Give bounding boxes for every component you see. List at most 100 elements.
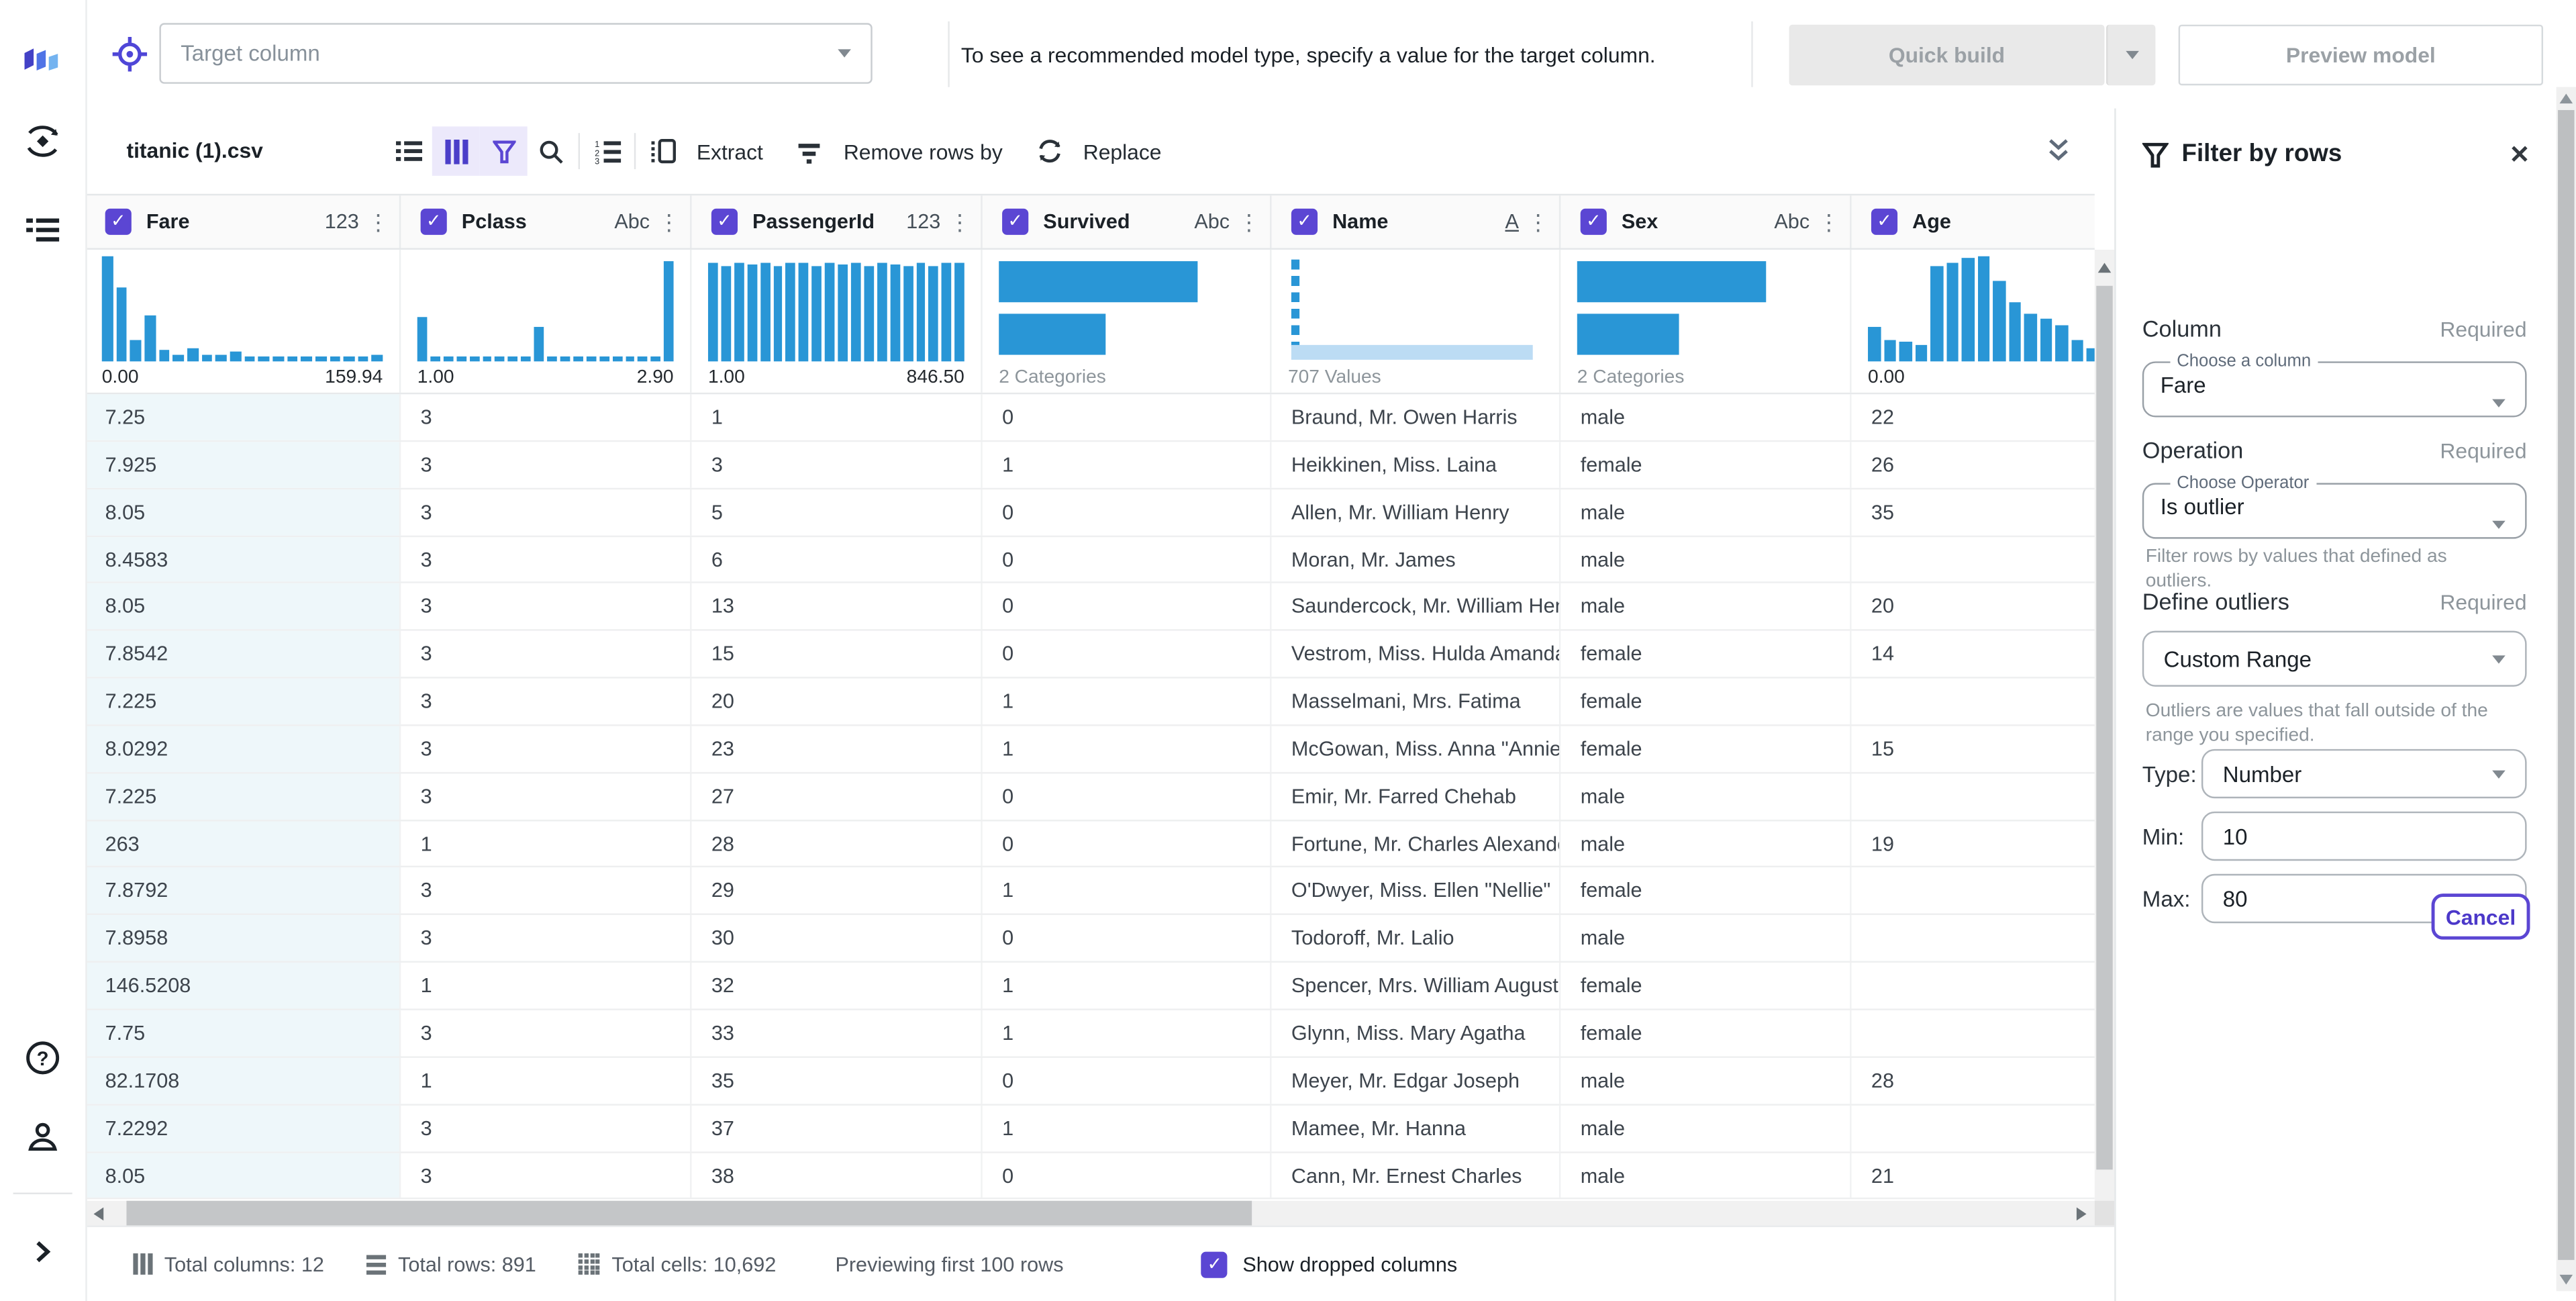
total-columns-stat: Total columns: 12 xyxy=(133,1253,324,1275)
histogram-bar xyxy=(864,266,874,362)
table-header-cell-fare[interactable]: ✓ Fare 123 ⋮ xyxy=(85,195,401,248)
column-menu-icon[interactable]: ⋮ xyxy=(948,209,971,234)
scroll-left-icon[interactable] xyxy=(93,1206,104,1220)
min-input[interactable] xyxy=(2201,811,2527,861)
table-header-cell-pclass[interactable]: ✓ Pclass Abc ⋮ xyxy=(401,195,692,248)
remove-rows-icon[interactable] xyxy=(786,126,834,175)
histogram-bar xyxy=(1868,326,1881,362)
column-menu-icon[interactable]: ⋮ xyxy=(1238,209,1260,234)
histogram-bar xyxy=(469,356,479,362)
replace-icon[interactable] xyxy=(1026,126,1073,175)
remove-rows-label[interactable]: Remove rows by xyxy=(843,138,1003,164)
filter-icon[interactable] xyxy=(479,126,528,176)
sort-icon[interactable]: 1 2 3 xyxy=(583,126,631,175)
datasets-icon[interactable] xyxy=(23,210,62,250)
histogram-bar xyxy=(144,315,156,362)
table-cell: male xyxy=(1561,1104,1852,1151)
table-row: 7.225 3 27 0 Emir, Mr. Farred Chehab male xyxy=(85,773,2095,821)
chevron-down-icon xyxy=(2492,769,2506,778)
rows-icon xyxy=(366,1254,387,1274)
table-cell: Heikkinen, Miss. Laina xyxy=(1272,441,1561,487)
column-select[interactable]: Choose a column Fare xyxy=(2142,351,2527,418)
user-profile-icon[interactable] xyxy=(23,1117,62,1157)
page-scrollbar-thumb[interactable] xyxy=(2558,109,2575,1260)
list-view-icon[interactable] xyxy=(385,126,432,175)
table-cell: 0 xyxy=(983,394,1272,440)
table-cell: Glynn, Miss. Mary Agatha xyxy=(1272,1010,1561,1056)
table-row: 7.2292 3 37 1 Mamee, Mr. Hanna male xyxy=(85,1104,2095,1153)
table-cell: 7.225 xyxy=(85,773,401,820)
table-cell xyxy=(1852,1105,2095,1151)
table-header-cell-name[interactable]: ✓ Name A ⋮ xyxy=(1272,195,1561,248)
extract-label[interactable]: Extract xyxy=(696,138,763,164)
table-header-cell-age[interactable]: ✓Age123⋮ xyxy=(1852,195,2095,248)
table-cell: female xyxy=(1561,441,1852,487)
top-header: Target column To see a recommended model… xyxy=(85,0,2576,110)
table-cell: Cann, Mr. Ernest Charles xyxy=(1272,1152,1561,1198)
outlier-method-select[interactable]: Custom Range xyxy=(2142,630,2527,687)
cancel-button[interactable]: Cancel xyxy=(2431,894,2530,940)
table-cell: 3 xyxy=(691,441,983,487)
horizontal-scrollbar-thumb[interactable] xyxy=(126,1200,1252,1226)
show-dropped-columns-toggle[interactable]: ✓ Show dropped columns xyxy=(1201,1251,1457,1278)
column-menu-icon[interactable]: ⋮ xyxy=(1818,209,1840,234)
target-column-select[interactable]: Target column xyxy=(159,23,873,84)
column-section-label: Column xyxy=(2142,315,2222,342)
histogram-bar xyxy=(942,262,952,362)
column-checkbox[interactable]: ✓ xyxy=(105,208,132,235)
histogram-bar xyxy=(417,317,428,362)
vertical-scrollbar-thumb[interactable] xyxy=(2096,285,2113,1170)
histogram-bar xyxy=(1915,344,1928,362)
column-menu-icon[interactable]: ⋮ xyxy=(367,209,390,234)
histogram-bar xyxy=(273,356,284,362)
close-icon[interactable]: ✕ xyxy=(2509,141,2530,170)
replace-label[interactable]: Replace xyxy=(1083,138,1162,164)
type-select[interactable]: Number xyxy=(2201,749,2527,799)
histogram-bar xyxy=(2055,325,2069,362)
histogram-bar xyxy=(343,356,355,362)
search-icon[interactable] xyxy=(528,126,575,175)
table-header-cell-sex[interactable]: ✓ Sex Abc ⋮ xyxy=(1561,195,1852,248)
histogram-bar xyxy=(889,264,900,362)
column-view-icon[interactable] xyxy=(432,126,480,176)
operator-select[interactable]: Choose Operator Is outlier xyxy=(2142,473,2527,539)
table-header-cell-survived[interactable]: ✓ Survived Abc ⋮ xyxy=(983,195,1272,248)
scroll-up-icon[interactable] xyxy=(2097,262,2112,273)
scroll-right-icon[interactable] xyxy=(2076,1206,2087,1220)
column-menu-icon[interactable]: ⋮ xyxy=(1527,209,1550,234)
scroll-up-icon[interactable] xyxy=(2559,93,2573,104)
table-cell: female xyxy=(1561,1010,1852,1056)
collapse-panel-icon[interactable] xyxy=(2040,132,2077,168)
preview-model-button[interactable]: Preview model xyxy=(2178,24,2544,86)
chevron-down-icon xyxy=(2492,520,2506,529)
extract-icon[interactable] xyxy=(639,126,687,175)
expand-sidebar-icon[interactable] xyxy=(23,1232,62,1271)
table-header-cell-passengerid[interactable]: ✓ PassengerId 123 ⋮ xyxy=(691,195,983,248)
column-menu-icon[interactable]: ⋮ xyxy=(658,209,681,234)
table-cell: 6 xyxy=(691,536,983,583)
column-checkbox[interactable]: ✓ xyxy=(711,208,738,235)
histogram-bar xyxy=(172,354,184,362)
column-checkbox[interactable]: ✓ xyxy=(1291,208,1318,235)
scroll-down-icon[interactable] xyxy=(2559,1274,2573,1285)
column-checkbox[interactable]: ✓ xyxy=(1871,208,1898,235)
histogram-bar xyxy=(838,264,848,362)
quick-build-button[interactable]: Quick build xyxy=(1789,24,2105,86)
min-label: Min: xyxy=(2142,824,2185,850)
histogram-bar xyxy=(215,354,227,362)
histogram-bar xyxy=(1993,281,2006,362)
histogram-age: 0.0076.0 xyxy=(1852,250,2095,393)
table-vertical-scrollbar[interactable] xyxy=(2094,249,2115,1226)
help-icon[interactable]: ? xyxy=(23,1039,62,1078)
table-horizontal-scrollbar[interactable] xyxy=(85,1200,2095,1226)
page-vertical-scrollbar[interactable] xyxy=(2556,87,2576,1292)
column-checkbox[interactable]: ✓ xyxy=(1002,208,1029,235)
axis-min-label: 0.00 xyxy=(101,368,139,388)
quick-build-menu-button[interactable] xyxy=(2106,24,2156,86)
show-dropped-checkbox[interactable]: ✓ xyxy=(1201,1251,1228,1278)
column-checkbox[interactable]: ✓ xyxy=(1580,208,1607,235)
column-checkbox[interactable]: ✓ xyxy=(420,208,447,235)
total-rows-stat: Total rows: 891 xyxy=(366,1253,536,1275)
models-icon[interactable] xyxy=(23,122,62,161)
table-cell: 3 xyxy=(401,726,692,772)
